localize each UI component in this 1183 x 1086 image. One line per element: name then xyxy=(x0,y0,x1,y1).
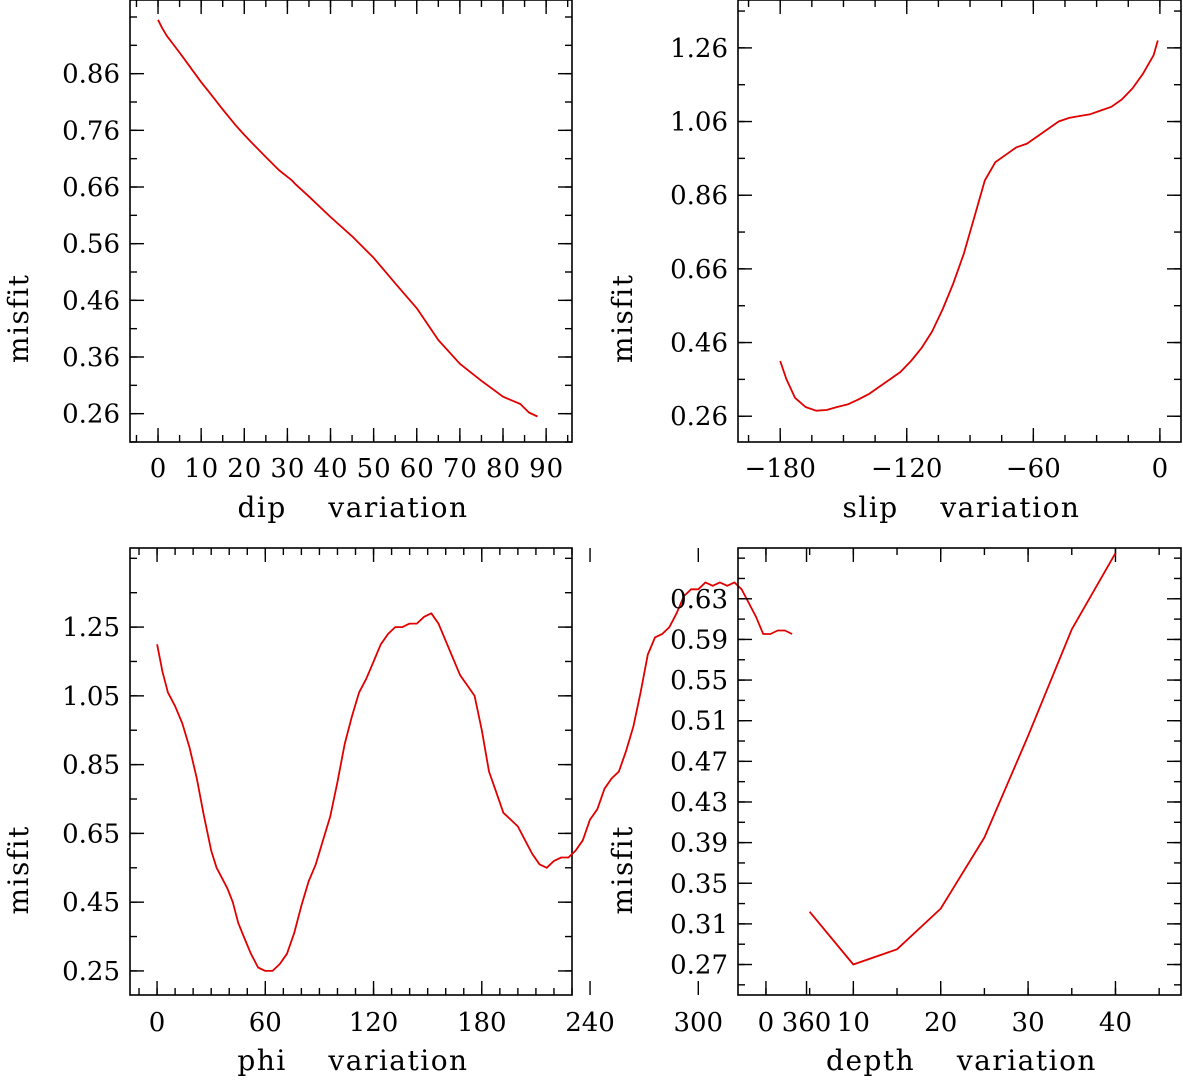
x-tick-label: −120 xyxy=(871,454,942,484)
y-tick-label: 0.25 xyxy=(62,957,120,987)
y-tick-label: 0.35 xyxy=(670,869,728,899)
x-tick-label: 300 xyxy=(673,1008,723,1038)
y-tick-label: 0.86 xyxy=(670,181,728,211)
y-tick-label: 1.05 xyxy=(62,682,120,712)
y-axis-title: misfit xyxy=(606,274,639,363)
x-tick-label: 30 xyxy=(270,454,304,484)
plot-frame xyxy=(129,547,573,996)
x-tick-label: 60 xyxy=(249,1008,282,1038)
y-tick-label: 0.43 xyxy=(670,788,728,818)
x-tick-label: 120 xyxy=(349,1008,399,1038)
y-tick-label: 0.31 xyxy=(670,910,728,940)
y-tick-label: 0.66 xyxy=(62,173,120,203)
y-tick-label: 0.46 xyxy=(62,286,120,316)
x-tick-label: 30 xyxy=(1012,1008,1045,1038)
y-tick-label: 0.59 xyxy=(670,625,728,655)
y-tick-label: 0.66 xyxy=(670,255,728,285)
y-tick-label: 0.86 xyxy=(62,60,120,90)
y-tick-label: 0.55 xyxy=(670,666,728,696)
y-tick-label: 0.39 xyxy=(670,829,728,859)
x-axis-title: depth variation xyxy=(826,1044,1097,1077)
x-tick-label: 0 xyxy=(1152,454,1169,484)
y-tick-label: 1.06 xyxy=(670,108,728,138)
x-tick-label: −60 xyxy=(1006,454,1061,484)
y-axis-title: misfit xyxy=(2,274,35,363)
x-tick-label: 60 xyxy=(400,454,434,484)
y-tick-label: 0.36 xyxy=(62,343,120,373)
y-tick-label: 0.63 xyxy=(670,585,728,615)
y-tick-label: 0.85 xyxy=(62,751,120,781)
x-axis-title: dip variation xyxy=(237,491,468,524)
y-tick-label: 0.26 xyxy=(62,400,120,430)
dip-misfit-line xyxy=(157,19,538,418)
x-tick-label: 90 xyxy=(529,454,563,484)
y-tick-label: 0.46 xyxy=(670,329,728,359)
y-axis-title: misfit xyxy=(2,825,35,914)
depth-misfit-line xyxy=(808,552,1117,966)
y-tick-label: 0.47 xyxy=(670,747,728,777)
plot-frame xyxy=(737,547,1182,996)
plot-frame xyxy=(737,0,1182,443)
plot-frame xyxy=(129,0,573,443)
y-tick-label: 1.25 xyxy=(62,613,120,643)
x-tick-label: 360 xyxy=(782,1008,832,1038)
x-tick-label: −180 xyxy=(744,454,815,484)
chart-dip: 0 10 20 30 40 50 60 70 80 90 0.26 0.36 0.46 0.56 0.66 0… xyxy=(2,0,573,524)
x-tick-label: 50 xyxy=(357,454,391,484)
x-tick-label: 80 xyxy=(486,454,520,484)
x-tick-label: 0 xyxy=(150,454,167,484)
y-tick-label: 0.51 xyxy=(670,707,728,737)
x-tick-label: 40 xyxy=(314,454,348,484)
y-tick-label: 0.26 xyxy=(670,402,728,432)
chart-depth: 0 10 20 30 40 0.27 0.31 0.35 0.39 0.43 0.47 0.51 0.5… xyxy=(606,547,1182,1077)
y-tick-label: 0.76 xyxy=(62,116,120,146)
x-tick-label: 240 xyxy=(565,1008,615,1038)
x-tick-label: 20 xyxy=(924,1008,957,1038)
slip-misfit-line xyxy=(779,40,1159,412)
x-tick-label: 70 xyxy=(443,454,477,484)
chart-phi: 0 60 120 180 240 300 360 0.25 0.45 0.65 0.85 1.05 1.… xyxy=(2,547,832,1077)
x-tick-label: 180 xyxy=(457,1008,507,1038)
x-tick-label: 10 xyxy=(184,454,218,484)
x-axis-title: phi variation xyxy=(237,1044,468,1077)
x-tick-label: 20 xyxy=(227,454,261,484)
y-tick-label: 0.27 xyxy=(670,951,728,981)
y-tick-label: 0.65 xyxy=(62,819,120,849)
x-tick-label: 0 xyxy=(758,1008,775,1038)
y-axis-title: misfit xyxy=(606,825,639,914)
y-tick-label: 1.26 xyxy=(670,34,728,64)
x-axis-title: slip variation xyxy=(843,491,1081,524)
chart-slip: −180 −120 −60 0 0.26 0.46 0.66 0.86 1.06 1.26 slip… xyxy=(606,0,1182,524)
y-tick-label: 0.45 xyxy=(62,888,120,918)
x-tick-label: 40 xyxy=(1099,1008,1132,1038)
x-tick-label: 0 xyxy=(149,1008,166,1038)
phi-misfit-line xyxy=(156,581,793,972)
y-tick-label: 0.56 xyxy=(62,230,120,260)
x-tick-label: 10 xyxy=(837,1008,870,1038)
